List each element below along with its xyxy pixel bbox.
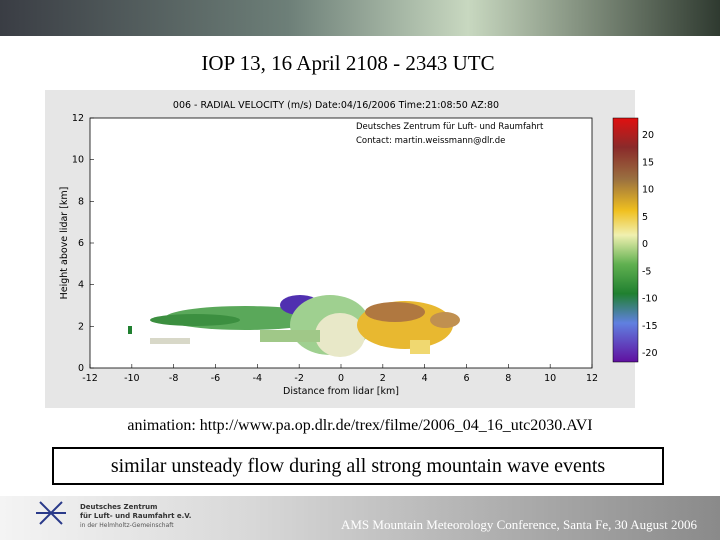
colorbar-tick-label: 15 <box>642 157 654 168</box>
x-tick-label: 8 <box>505 373 511 384</box>
x-tick-label: -2 <box>294 373 303 384</box>
x-axis-label: Distance from lidar [km] <box>283 386 399 397</box>
x-tick-label: 6 <box>463 373 469 384</box>
logo-mark <box>36 501 66 525</box>
footer-band <box>0 496 720 540</box>
colorbar-tick-label: 20 <box>642 130 654 141</box>
colorbar <box>612 117 639 363</box>
x-tick-label: -4 <box>253 373 262 384</box>
logo-text: Deutsches Zentrum <box>80 503 157 511</box>
y-tick-label: 0 <box>78 363 84 374</box>
x-tick-label: 12 <box>586 373 598 384</box>
x-tick-label: 0 <box>338 373 344 384</box>
colorbar-tick-label: -10 <box>642 294 658 305</box>
contact: Contact: martin.weissmann@dlr.de <box>356 136 505 146</box>
caption: animation: http://www.pa.op.dlr.de/trex/… <box>127 417 592 434</box>
colorbar-tick-label: -15 <box>642 321 658 332</box>
x-tick-label: -8 <box>169 373 178 384</box>
y-tick-label: 10 <box>72 155 84 166</box>
note-box <box>52 447 664 485</box>
x-tick-label: -12 <box>82 373 98 384</box>
x-tick-label: -10 <box>124 373 140 384</box>
note: similar unsteady flow during all strong … <box>111 455 606 477</box>
slide-title: IOP 13, 16 April 2108 - 2343 UTC <box>201 51 494 75</box>
y-tick-label: 4 <box>78 280 84 291</box>
x-tick-label: 10 <box>544 373 556 384</box>
footer-text: AMS Mountain Meteorology Conference, San… <box>341 517 698 532</box>
colorbar-tick-label: 5 <box>642 212 648 223</box>
velocity-field <box>128 295 460 357</box>
colorbar-tick-label: 10 <box>642 185 654 196</box>
colorbar-tick-label: -20 <box>642 348 658 359</box>
y-tick-label: 6 <box>78 238 84 249</box>
y-tick-label: 2 <box>78 321 84 332</box>
colorbar-tick-label: 0 <box>642 239 648 250</box>
institute: Deutsches Zentrum für Luft- und Raumfahr… <box>356 122 544 132</box>
colorbar-tick-label: -5 <box>642 266 651 277</box>
x-tick-label: -6 <box>211 373 220 384</box>
header-band <box>0 0 720 36</box>
x-tick-label: 4 <box>422 373 428 384</box>
logo-text: für Luft- und Raumfahrt e.V. <box>80 512 191 520</box>
y-axis-label: Height above lidar [km] <box>59 187 70 300</box>
y-tick-label: 8 <box>78 196 84 207</box>
x-tick-label: 2 <box>380 373 386 384</box>
figure-title: 006 - RADIAL VELOCITY (m/s) Date:04/16/2… <box>173 100 499 111</box>
y-tick-label: 12 <box>72 113 84 124</box>
logo-text: in der Helmholtz-Gemeinschaft <box>80 522 174 529</box>
